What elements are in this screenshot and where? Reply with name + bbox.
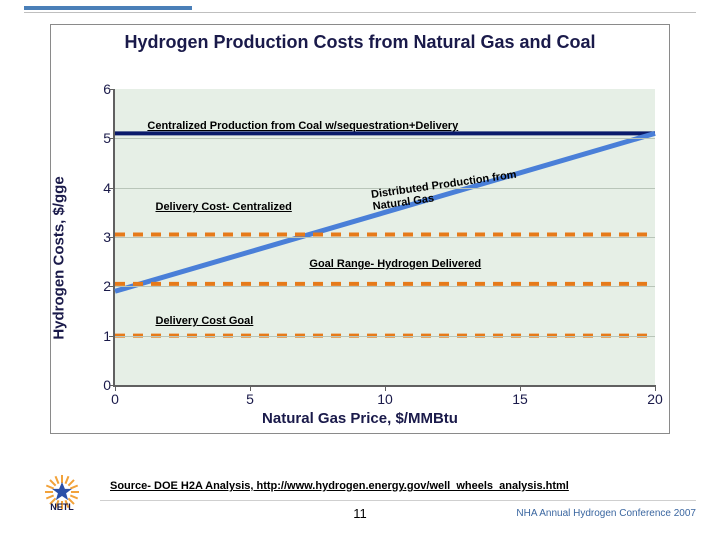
y-tick-label: 1	[87, 328, 111, 344]
footer-rule	[100, 500, 696, 501]
plot-area: 012345605101520Centralized Production fr…	[113, 89, 655, 387]
annotation-coal_sequestration: Centralized Production from Coal w/seque…	[147, 120, 458, 132]
burst-ray	[68, 480, 74, 486]
gridline	[115, 138, 655, 139]
x-tick-mark	[655, 385, 656, 391]
logo-text: NETL	[50, 502, 74, 512]
y-tick-mark	[109, 138, 115, 139]
x-axis-label: Natural Gas Price, $/MMBtu	[262, 410, 458, 427]
burst-ray	[46, 485, 53, 488]
y-tick-mark	[109, 237, 115, 238]
x-tick-label: 15	[512, 391, 528, 407]
y-tick-label: 5	[87, 130, 111, 146]
burst-ray	[65, 476, 68, 483]
y-tick-mark	[109, 188, 115, 189]
y-axis-label: Hydrogen Costs, $/gge	[51, 176, 68, 339]
chart-title: Hydrogen Production Costs from Natural G…	[51, 25, 669, 56]
plot-wrap: Hydrogen Costs, $/gge Natural Gas Price,…	[51, 83, 669, 433]
x-tick-mark	[385, 385, 386, 391]
annotation-delivery_goal: Delivery Cost Goal	[156, 315, 254, 327]
x-tick-label: 0	[111, 391, 119, 407]
x-tick-label: 10	[377, 391, 393, 407]
gridline	[115, 237, 655, 238]
y-tick-mark	[109, 286, 115, 287]
y-tick-label: 3	[87, 229, 111, 245]
gridline	[115, 286, 655, 287]
x-tick-mark	[250, 385, 251, 391]
burst-ray	[55, 476, 58, 483]
annotation-goal_range: Goal Range- Hydrogen Delivered	[309, 258, 481, 270]
annotation-delivery_centralized: Delivery Cost- Centralized	[156, 201, 292, 213]
x-tick-label: 20	[647, 391, 663, 407]
y-tick-mark	[109, 89, 115, 90]
source-line: Source- DOE H2A Analysis, http://www.hyd…	[110, 480, 696, 492]
gridline	[115, 336, 655, 337]
chart-container: Hydrogen Production Costs from Natural G…	[50, 24, 670, 434]
x-tick-label: 5	[246, 391, 254, 407]
x-tick-mark	[520, 385, 521, 391]
burst-ray	[70, 495, 77, 498]
burst-ray	[46, 495, 53, 498]
y-tick-label: 2	[87, 278, 111, 294]
header-accent	[24, 6, 192, 10]
page-number: 11	[353, 506, 367, 521]
y-tick-label: 6	[87, 81, 111, 97]
conference-name: NHA Annual Hydrogen Conference 2007	[516, 508, 696, 519]
y-tick-mark	[109, 336, 115, 337]
netl-logo: NETL	[36, 470, 88, 516]
burst-ray	[50, 480, 56, 486]
y-tick-label: 4	[87, 180, 111, 196]
header-rule	[24, 12, 696, 13]
y-tick-label: 0	[87, 377, 111, 393]
x-tick-mark	[115, 385, 116, 391]
burst-ray	[70, 485, 77, 488]
